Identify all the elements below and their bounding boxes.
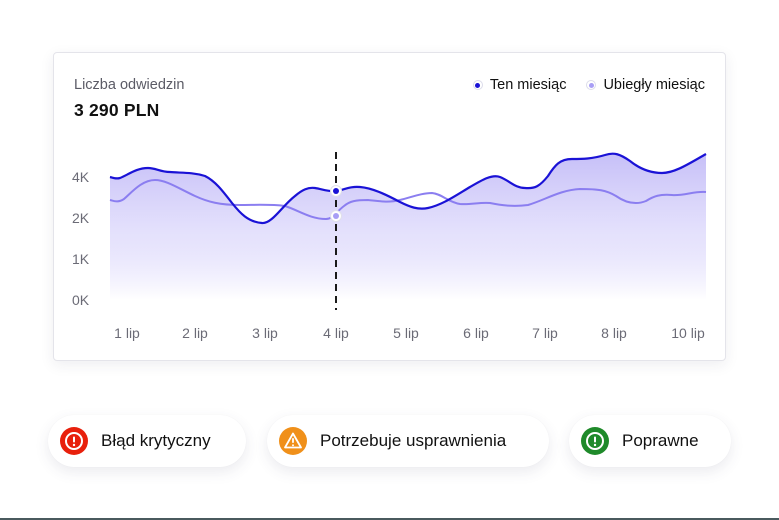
x-tick-label: 3 lip [252,325,278,341]
legend-dot-icon [472,80,483,90]
legend-dot-icon [586,80,597,90]
y-axis: 4K 2K 1K 0K [72,169,90,308]
status-pill-correct[interactable]: Poprawne [569,415,731,467]
hover-marker-previous[interactable] [330,210,342,222]
y-tick-label: 0K [72,292,90,308]
status-label: Potrzebuje usprawnienia [320,431,507,450]
chart-legend: Ten miesiąc Ubiegły miesiąc [472,77,705,93]
exclamation-circle-icon [60,427,88,455]
y-tick-label: 1K [72,251,90,267]
x-tick-label: 2 lip [182,325,208,341]
x-tick-label: 6 lip [463,325,489,341]
status-pill-needs-improvement[interactable]: Potrzebuje usprawnienia [267,415,549,467]
warning-triangle-icon [279,427,307,455]
bottom-divider [0,518,779,520]
legend-label: Ubiegły miesiąc [603,77,705,93]
card-value: 3 290 PLN [74,100,160,120]
y-tick-label: 2K [72,210,90,226]
card-subtitle: Liczba odwiedzin [74,77,185,93]
x-tick-label: 8 lip [601,325,627,341]
status-pill-critical-error[interactable]: Błąd krytyczny [48,415,246,467]
x-axis: 1 lip 2 lip 3 lip 4 lip 5 lip 6 lip 7 li… [114,325,705,341]
current-month-line [109,152,707,225]
current-month-area [110,153,706,300]
x-tick-label: 5 lip [393,325,419,341]
x-tick-label: 1 lip [114,325,140,341]
hover-marker-current[interactable] [330,185,342,197]
x-tick-label: 4 lip [323,325,349,341]
previous-month-line [109,178,707,221]
legend-item-previous-month[interactable]: Ubiegły miesiąc [586,77,705,93]
status-label: Błąd krytyczny [101,431,211,450]
exclamation-circle-icon [581,427,609,455]
legend-item-current-month[interactable]: Ten miesiąc [472,77,567,93]
status-label: Poprawne [622,431,699,450]
y-tick-label: 4K [72,169,90,185]
x-tick-label: 7 lip [532,325,558,341]
legend-label: Ten miesiąc [489,77,567,93]
x-tick-label: 10 lip [671,325,705,341]
